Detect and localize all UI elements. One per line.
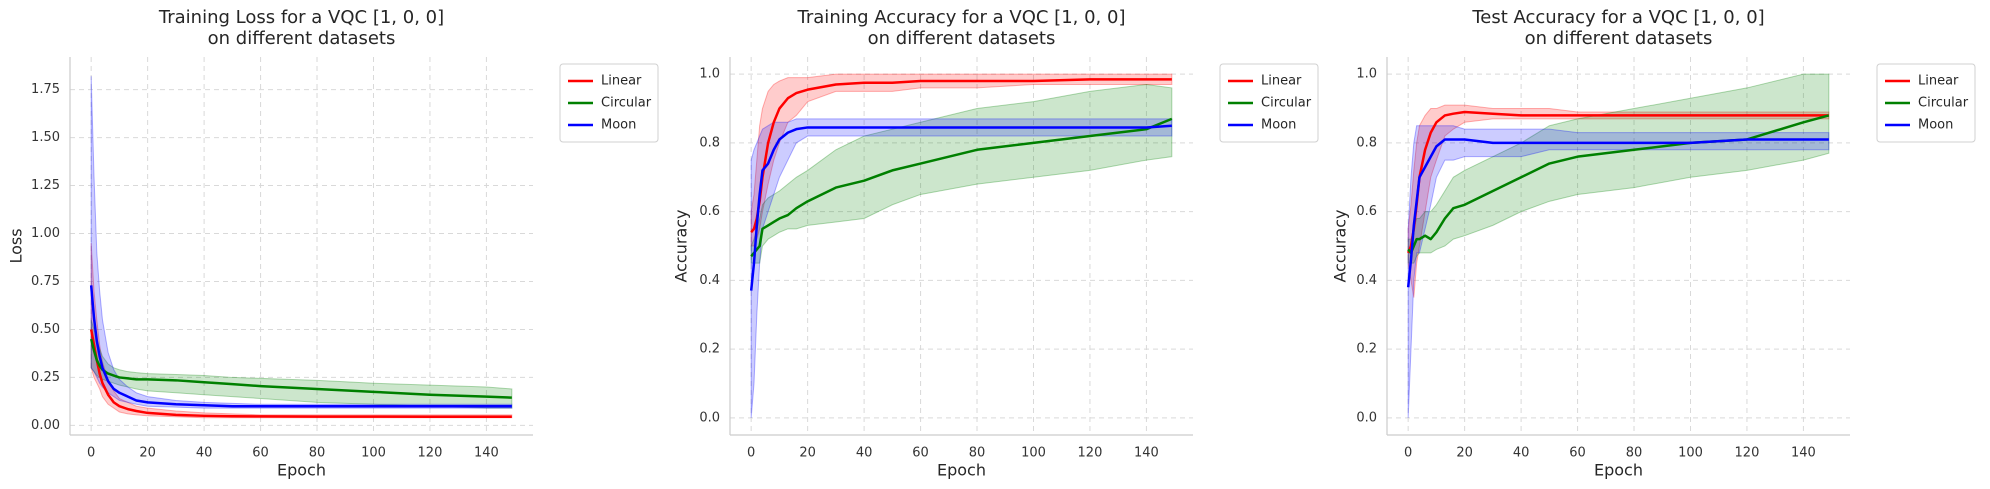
confidence-band — [750, 118, 1173, 418]
x-axis-label: Epoch — [277, 461, 326, 480]
x-axis-label: Epoch — [937, 461, 986, 480]
x-tick-label: 80 — [969, 446, 986, 461]
y-tick-label: 0.75 — [31, 274, 60, 289]
legend-label: Moon — [1261, 118, 1296, 133]
y-tick-label: 0.4 — [1356, 273, 1377, 288]
y-tick-label: 1.00 — [31, 226, 60, 241]
x-tick-label: 40 — [196, 446, 213, 461]
x-tick-label: 40 — [856, 446, 873, 461]
chart-title: Training Accuracy for a VQC [1, 0, 0] — [797, 7, 1126, 28]
x-tick-label: 0 — [1404, 446, 1412, 461]
y-tick-label: 0.8 — [699, 135, 720, 150]
chart-subtitle: on different datasets — [1525, 28, 1713, 49]
x-tick-label: 120 — [1735, 446, 1760, 461]
series-line — [750, 117, 1173, 258]
legend-box — [1876, 63, 1976, 143]
x-tick-label: 80 — [1626, 446, 1643, 461]
x-tick-label: 100 — [361, 446, 386, 461]
x-tick-label: 100 — [1678, 446, 1703, 461]
legend-label: Moon — [601, 118, 636, 133]
x-tick-label: 60 — [912, 446, 929, 461]
legend-label: Linear — [1261, 74, 1302, 89]
series-line — [89, 329, 512, 419]
y-tick-label: 0.00 — [31, 418, 60, 433]
x-tick-label: 140 — [474, 446, 499, 461]
legend-label: Circular — [1261, 96, 1312, 111]
y-axis-label: Accuracy — [672, 209, 691, 282]
x-tick-label: 20 — [799, 446, 816, 461]
x-tick-label: 100 — [1021, 446, 1046, 461]
x-tick-label: 20 — [1456, 446, 1473, 461]
confidence-band — [90, 319, 513, 409]
y-tick-label: 0.6 — [699, 204, 720, 219]
y-tick-label: 0.6 — [1356, 204, 1377, 219]
series-line — [749, 124, 1172, 291]
x-tick-label: 60 — [252, 446, 269, 461]
y-tick-label: 1.50 — [31, 130, 60, 145]
legend-label: Moon — [1918, 118, 1953, 133]
x-tick-label: 80 — [309, 446, 326, 461]
y-tick-label: 0.50 — [31, 322, 60, 337]
x-tick-label: 140 — [1791, 446, 1816, 461]
y-axis-label: Loss — [7, 228, 26, 263]
y-tick-label: 0.2 — [1356, 342, 1377, 357]
y-tick-label: 0.4 — [699, 273, 720, 288]
legend-label: Circular — [1918, 96, 1969, 111]
confidence-band — [750, 83, 1173, 264]
y-axis-label: Accuracy — [1331, 209, 1350, 282]
y-tick-label: 1.0 — [1356, 67, 1377, 82]
x-tick-label: 40 — [1513, 446, 1530, 461]
legend-box — [1219, 63, 1319, 143]
legend-label: Linear — [1918, 74, 1959, 89]
chart-title: Training Loss for a VQC [1, 0, 0] — [158, 7, 444, 28]
y-tick-label: 0.2 — [699, 342, 720, 357]
x-tick-label: 20 — [139, 446, 156, 461]
series-line — [89, 338, 512, 399]
confidence-band — [90, 76, 513, 409]
y-tick-label: 0.25 — [31, 370, 60, 385]
y-tick-label: 1.25 — [31, 178, 60, 193]
series-line — [89, 285, 512, 408]
x-tick-label: 120 — [1078, 446, 1103, 461]
x-tick-label: 120 — [418, 446, 443, 461]
y-tick-label: 1.0 — [699, 67, 720, 82]
chart-title: Test Accuracy for a VQC [1, 0, 0] — [1471, 7, 1764, 28]
x-tick-label: 0 — [747, 446, 755, 461]
x-tick-label: 0 — [87, 446, 95, 461]
y-tick-label: 1.75 — [31, 82, 60, 97]
x-tick-label: 140 — [1134, 446, 1159, 461]
y-tick-label: 0.0 — [699, 410, 720, 425]
x-tick-label: 60 — [1569, 446, 1586, 461]
confidence-band — [1407, 104, 1830, 298]
x-axis-label: Epoch — [1594, 461, 1643, 480]
y-tick-label: 0.8 — [1356, 135, 1377, 150]
chart-subtitle: on different datasets — [868, 28, 1056, 49]
legend-label: Linear — [601, 74, 642, 89]
series-line — [1406, 138, 1829, 288]
confidence-band — [1407, 73, 1830, 264]
y-tick-label: 0.0 — [1356, 410, 1377, 425]
chart-subtitle: on different datasets — [208, 28, 396, 49]
confidence-band — [750, 73, 1173, 247]
legend-box — [559, 63, 659, 143]
legend-label: Circular — [601, 96, 652, 111]
